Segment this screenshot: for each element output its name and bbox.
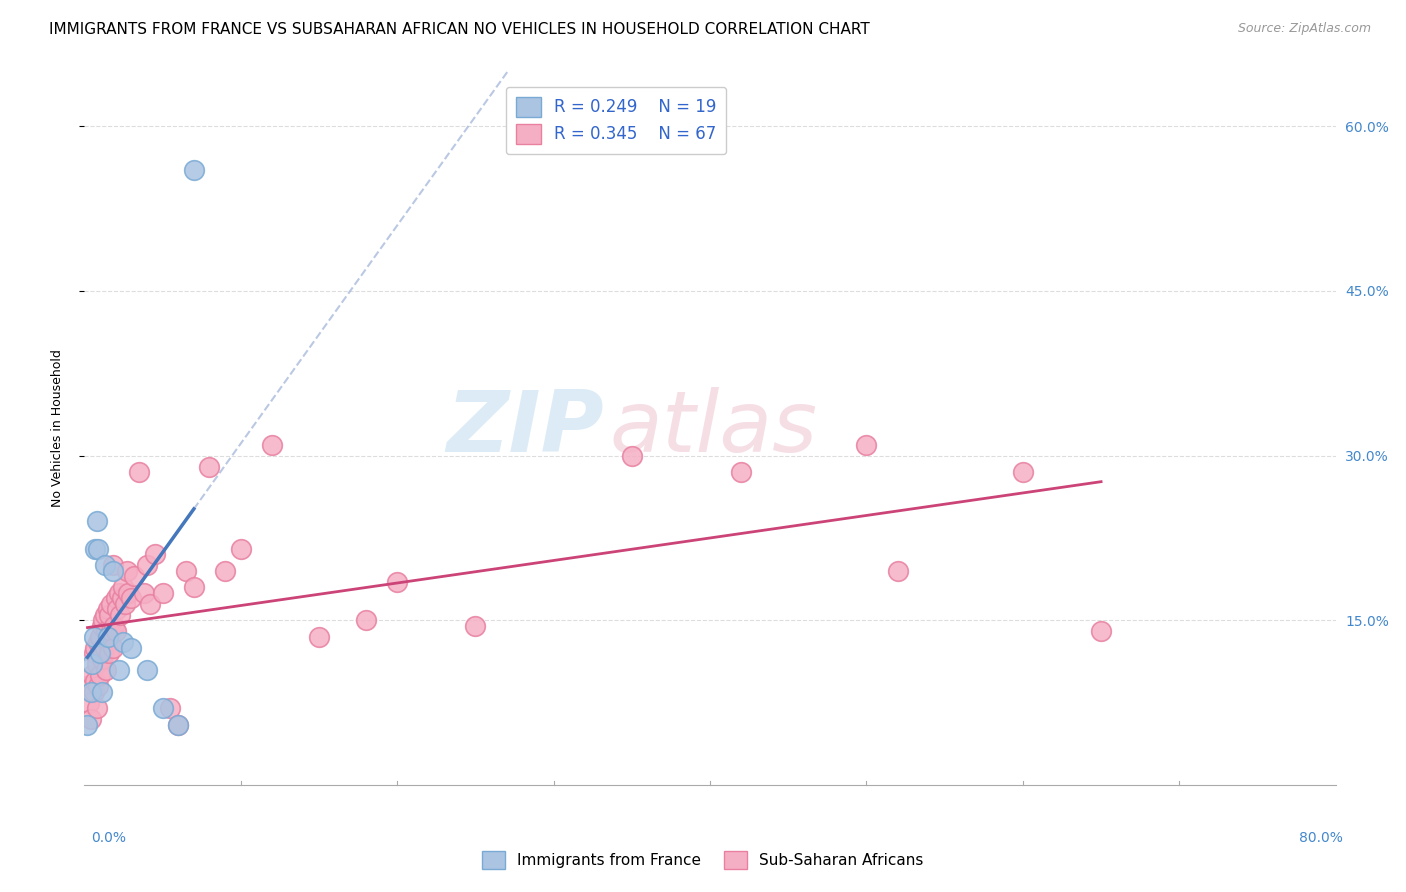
- Point: [83, 646, 105, 660]
- Point: [91, 613, 114, 627]
- Point: [198, 459, 221, 474]
- Point: [93, 640, 115, 655]
- Point: [143, 548, 166, 562]
- Point: [464, 619, 486, 633]
- Point: [1012, 465, 1035, 479]
- Point: [152, 586, 174, 600]
- Point: [96, 663, 118, 677]
- Point: [128, 465, 150, 479]
- Point: [385, 574, 409, 589]
- Y-axis label: No Vehicles in Household: No Vehicles in Household: [51, 350, 63, 507]
- Point: [86, 657, 108, 672]
- Point: [136, 558, 159, 573]
- Point: [103, 619, 125, 633]
- Point: [83, 630, 105, 644]
- Point: [620, 449, 643, 463]
- Point: [90, 651, 112, 665]
- Point: [124, 569, 146, 583]
- Point: [84, 541, 107, 556]
- Point: [104, 624, 127, 639]
- Point: [104, 591, 127, 606]
- Text: atlas: atlas: [610, 386, 818, 470]
- Point: [111, 591, 134, 606]
- Point: [855, 437, 877, 451]
- Point: [262, 437, 284, 451]
- Legend: Immigrants from France, Sub-Saharan Africans: Immigrants from France, Sub-Saharan Afri…: [477, 845, 929, 875]
- Point: [112, 635, 135, 649]
- Point: [101, 564, 124, 578]
- Point: [105, 602, 128, 616]
- Point: [117, 586, 139, 600]
- Point: [101, 640, 124, 655]
- Point: [84, 673, 107, 688]
- Point: [159, 701, 181, 715]
- Point: [139, 597, 162, 611]
- Point: [93, 607, 115, 622]
- Point: [96, 624, 118, 639]
- Point: [98, 607, 121, 622]
- Point: [1090, 624, 1112, 639]
- Point: [167, 717, 190, 731]
- Point: [76, 679, 98, 693]
- Point: [887, 564, 910, 578]
- Point: [76, 717, 98, 731]
- Legend: R = 0.249    N = 19, R = 0.345    N = 67: R = 0.249 N = 19, R = 0.345 N = 67: [506, 87, 727, 154]
- Point: [107, 663, 129, 677]
- Point: [112, 580, 135, 594]
- Point: [97, 630, 120, 644]
- Point: [167, 717, 190, 731]
- Point: [308, 630, 330, 644]
- Point: [152, 701, 174, 715]
- Point: [214, 564, 236, 578]
- Point: [79, 712, 101, 726]
- Point: [174, 564, 197, 578]
- Point: [730, 465, 752, 479]
- Point: [110, 607, 132, 622]
- Point: [97, 635, 120, 649]
- Point: [100, 597, 122, 611]
- Point: [89, 668, 111, 682]
- Point: [90, 684, 112, 698]
- Point: [89, 646, 111, 660]
- Point: [87, 679, 110, 693]
- Point: [120, 640, 142, 655]
- Point: [183, 163, 205, 178]
- Point: [114, 597, 136, 611]
- Point: [91, 646, 114, 660]
- Point: [86, 701, 108, 715]
- Point: [87, 635, 110, 649]
- Point: [101, 558, 124, 573]
- Point: [115, 564, 138, 578]
- Point: [79, 684, 101, 698]
- Point: [83, 684, 105, 698]
- Point: [77, 696, 100, 710]
- Point: [84, 640, 107, 655]
- Text: 80.0%: 80.0%: [1299, 831, 1343, 846]
- Point: [107, 586, 129, 600]
- Point: [132, 586, 155, 600]
- Text: 0.0%: 0.0%: [91, 831, 127, 846]
- Point: [86, 515, 108, 529]
- Point: [82, 657, 104, 672]
- Point: [90, 619, 112, 633]
- Point: [136, 663, 159, 677]
- Text: Source: ZipAtlas.com: Source: ZipAtlas.com: [1237, 22, 1371, 36]
- Point: [100, 624, 122, 639]
- Point: [93, 558, 115, 573]
- Point: [120, 591, 142, 606]
- Point: [87, 541, 110, 556]
- Point: [354, 613, 377, 627]
- Text: IMMIGRANTS FROM FRANCE VS SUBSAHARAN AFRICAN NO VEHICLES IN HOUSEHOLD CORRELATIO: IMMIGRANTS FROM FRANCE VS SUBSAHARAN AFR…: [49, 22, 870, 37]
- Point: [183, 580, 205, 594]
- Text: ZIP: ZIP: [446, 386, 603, 470]
- Point: [89, 630, 111, 644]
- Point: [82, 668, 104, 682]
- Point: [97, 602, 120, 616]
- Point: [229, 541, 252, 556]
- Point: [98, 646, 121, 660]
